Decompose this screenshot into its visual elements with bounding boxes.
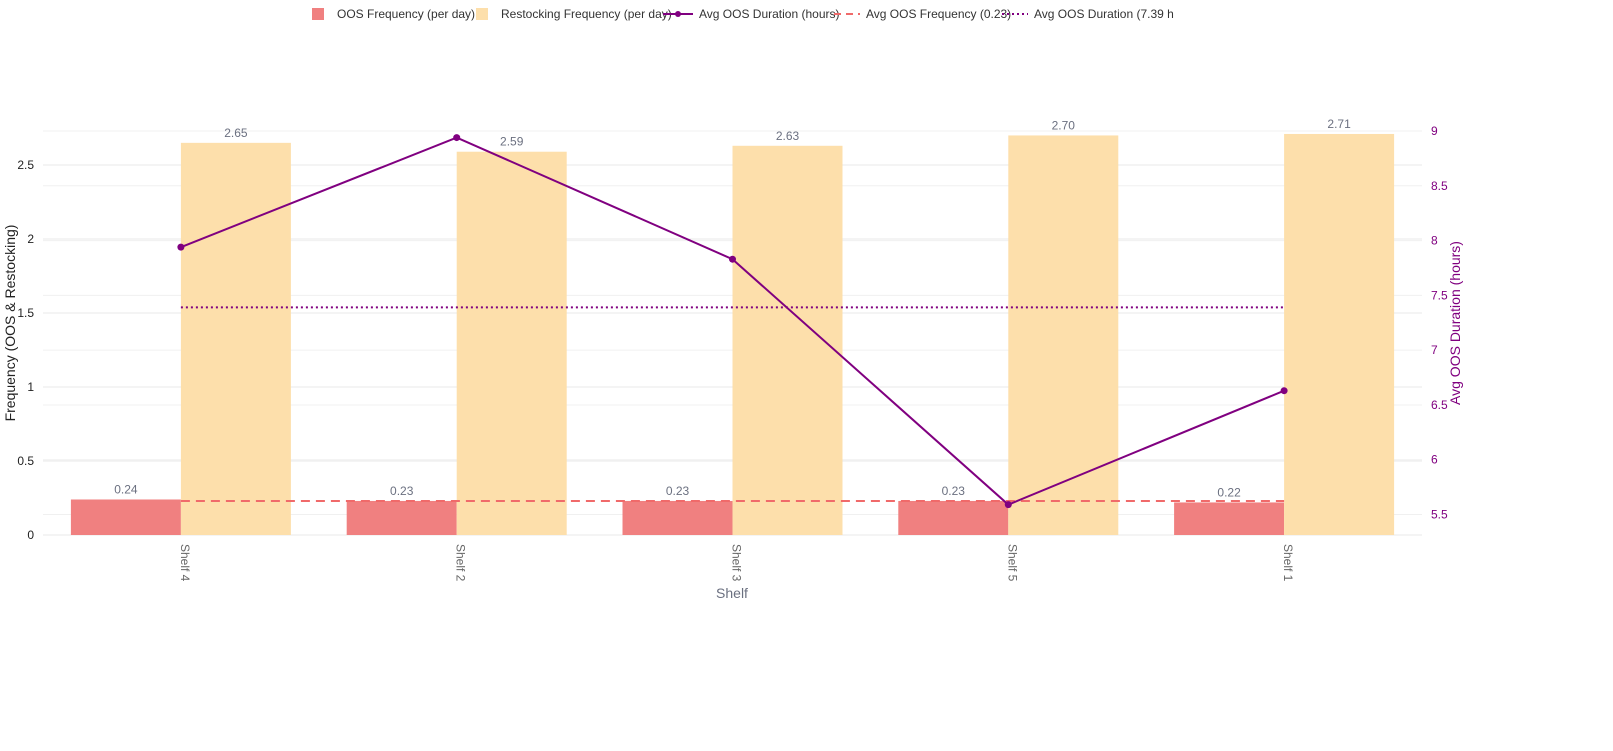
bar-value-labels: 0.24 2.65 0.23 2.59 0.23 2.63 0.23 2.70 0.22 2.71 (114, 117, 1351, 499)
restock-bar (732, 145, 843, 536)
y2-tick-label: 8 (1431, 234, 1438, 248)
legend-item: OOS Frequency (per day) (312, 7, 475, 21)
y2-tick-label: 7.5 (1431, 288, 1448, 302)
y-tick-label: 2 (27, 232, 34, 246)
oos-frequency-bars (70, 499, 1285, 535)
y-tick-label: 2.5 (17, 158, 34, 172)
oos-bar-value-label: 0.23 (666, 484, 690, 498)
restock-bar (180, 142, 291, 536)
left-axis-ticks: 0 0.5 1 1.5 2 2.5 (17, 158, 34, 542)
oos-bar-value-label: 0.24 (114, 482, 138, 496)
x-tick-label: Shelf 5 (1005, 544, 1019, 582)
legend-label: Avg OOS Frequency (0.23) (866, 7, 1011, 21)
legend-swatch (476, 8, 488, 20)
y2-axis-title: Avg OOS Duration (hours) (1447, 241, 1463, 405)
legend-label: Avg OOS Duration (7.39 h (1034, 7, 1174, 21)
y2-tick-label: 5.5 (1431, 508, 1448, 522)
legend-label: Restocking Frequency (per day) (501, 7, 672, 21)
legend-label: Avg OOS Duration (hours) (699, 7, 840, 21)
legend-marker (675, 11, 681, 17)
restock-bar-value-label: 2.59 (500, 135, 524, 149)
legend-item: Avg OOS Duration (7.39 h (1002, 7, 1174, 21)
x-tick-label: Shelf 2 (454, 544, 468, 582)
legend-item: Avg OOS Duration (hours) (663, 7, 840, 21)
oos-bar (1174, 502, 1285, 535)
x-tick-label: Shelf 4 (178, 544, 192, 582)
oos-bar (70, 499, 181, 535)
y-tick-label: 1 (27, 380, 34, 394)
x-tick-label: Shelf 1 (1281, 544, 1295, 582)
legend-swatch (312, 8, 324, 20)
y2-tick-label: 9 (1431, 124, 1438, 138)
duration-line-series (177, 134, 1288, 509)
y-tick-label: 0 (27, 528, 34, 542)
oos-bar-value-label: 0.22 (1217, 485, 1241, 499)
legend-item: Restocking Frequency (per day) (476, 7, 672, 21)
restock-bar-value-label: 2.65 (224, 126, 248, 140)
y2-tick-label: 7 (1431, 343, 1438, 357)
restock-bar-value-label: 2.70 (1052, 118, 1076, 132)
oos-bar (346, 500, 457, 535)
y-axis-title: Frequency (OOS & Restocking) (2, 225, 18, 422)
y-tick-label: 1.5 (17, 306, 34, 320)
y2-tick-label: 6.5 (1431, 398, 1448, 412)
duration-point (729, 255, 736, 263)
right-axis-ticks: 5.5 6 6.5 7 7.5 8 8.5 9 (1431, 124, 1448, 522)
oos-bar (898, 500, 1009, 535)
duration-point (453, 134, 461, 142)
oos-bar-value-label: 0.23 (942, 484, 966, 498)
restocking-frequency-bars (180, 133, 1395, 536)
y2-tick-label: 6 (1431, 453, 1438, 467)
oos-bar-value-label: 0.23 (390, 484, 414, 498)
legend-label: OOS Frequency (per day) (337, 7, 475, 21)
restock-bar (456, 151, 567, 535)
x-axis-title: Shelf (716, 585, 748, 601)
y2-tick-label: 8.5 (1431, 179, 1448, 193)
x-axis-ticks: Shelf 4 Shelf 2 Shelf 3 Shelf 5 Shelf 1 (178, 544, 1295, 582)
restock-bar (1284, 133, 1395, 535)
y-tick-label: 0.5 (17, 454, 34, 468)
duration-point (177, 243, 185, 251)
restock-bar (1008, 135, 1119, 535)
restock-bar-value-label: 2.63 (776, 129, 800, 143)
oos-bar (622, 500, 733, 535)
duration-point (1280, 387, 1288, 395)
legend-item: Avg OOS Frequency (0.23) (834, 7, 1011, 21)
x-tick-label: Shelf 3 (730, 544, 744, 582)
duration-point (1004, 501, 1012, 509)
reference-lines (180, 306, 1285, 502)
restock-bar-value-label: 2.71 (1327, 117, 1351, 131)
legend: OOS Frequency (per day) Restocking Freque… (312, 7, 1174, 21)
